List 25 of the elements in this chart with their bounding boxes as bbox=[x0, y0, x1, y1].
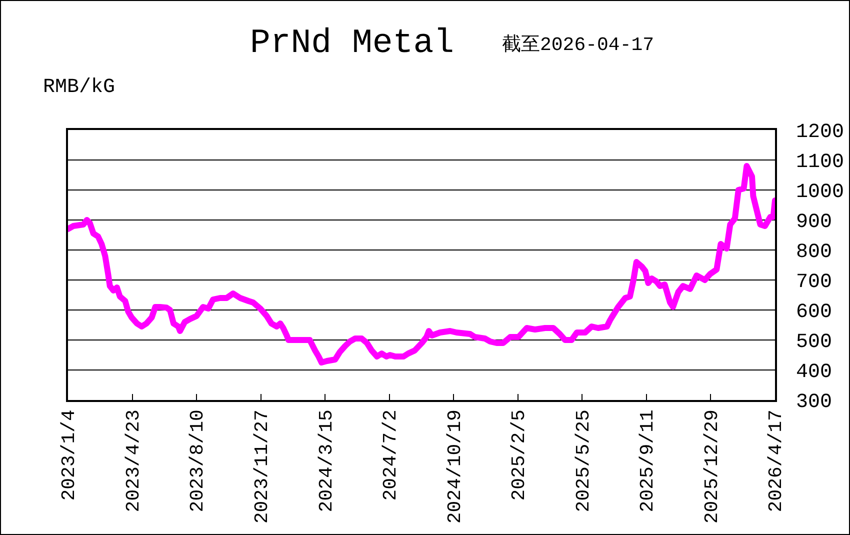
x-tick-label: 2023/4/23 bbox=[122, 410, 144, 512]
chart-title: PrNd Metal bbox=[250, 24, 454, 63]
chart-subtitle: 截至2026-04-17 bbox=[502, 34, 654, 56]
x-tick-label: 2024/3/15 bbox=[315, 410, 338, 512]
y-tick-label: 1000 bbox=[796, 181, 844, 204]
x-tick-label: 2023/8/10 bbox=[186, 410, 209, 512]
x-tick-label: 2024/7/2 bbox=[380, 410, 402, 501]
x-tick-label: 2023/1/4 bbox=[58, 410, 80, 501]
x-tick-label: 2025/12/29 bbox=[700, 410, 723, 524]
y-tick-label: 1200 bbox=[796, 121, 844, 144]
y-tick-label: 800 bbox=[796, 241, 832, 264]
x-tick-label: 2025/9/11 bbox=[636, 410, 659, 512]
x-tick-label: 2023/11/27 bbox=[250, 410, 273, 524]
y-tick-label: 500 bbox=[796, 331, 832, 354]
x-tick-label: 2024/10/19 bbox=[444, 410, 466, 524]
y-tick-label: 600 bbox=[796, 301, 832, 324]
y-axis-title: RMB/kG bbox=[43, 76, 116, 99]
y-tick-label: 700 bbox=[796, 271, 832, 294]
y-tick-label: 1100 bbox=[796, 151, 844, 174]
x-tick-label: 2025/5/25 bbox=[572, 410, 594, 512]
y-tick-label: 400 bbox=[796, 361, 832, 384]
y-tick-label: 900 bbox=[796, 211, 832, 234]
x-tick-label: 2026/4/17 bbox=[765, 410, 788, 512]
x-tick-label: 2025/2/5 bbox=[508, 410, 530, 501]
y-tick-label: 300 bbox=[796, 391, 832, 414]
